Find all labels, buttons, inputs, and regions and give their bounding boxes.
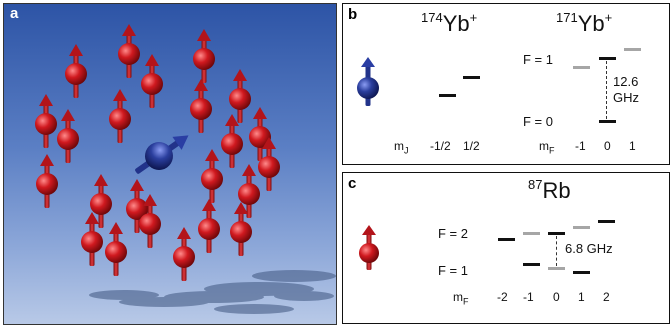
- blue-ion: [135, 135, 189, 174]
- axis-mf-tick-1: -1: [575, 139, 586, 153]
- splitting-value: 12.6: [613, 74, 639, 89]
- spin-ensemble-illustration: [35, 24, 336, 314]
- axis-mf-tick-2: -1: [523, 290, 534, 304]
- level-rb-f2-mf-minus2: [498, 238, 515, 241]
- level-171yb-f0-mf-0: [599, 120, 616, 123]
- isotope-174yb-title: 174Yb+: [421, 10, 478, 36]
- panel-b-yb-levels: b 174Yb+ 171Yb+ F = 1 F = 0 12.6 GHz mJ …: [342, 3, 670, 165]
- isotope-87rb-title: 87Rb: [528, 177, 571, 203]
- hyperfine-splitting-line: [606, 61, 607, 119]
- axis-mf-tick-3: 0: [553, 290, 560, 304]
- level-rb-f1-mf-minus1: [523, 263, 540, 266]
- axis-mf-tick-2: 0: [604, 139, 611, 153]
- panel-c-rb-levels: c 87Rb F = 2 F = 1 6.8 GHz mF -2 -1 0 1 …: [342, 172, 670, 324]
- level-rb-f2-mf-0: [548, 232, 565, 235]
- axis-mf-tick-4: 1: [578, 290, 585, 304]
- level-174yb-mj-minus-half: [439, 94, 456, 97]
- red-atom-spin-icon: [359, 225, 379, 270]
- level-171yb-f1-mf-plus1: [624, 48, 641, 51]
- level-174yb-mj-plus-half: [463, 76, 480, 79]
- panel-b-label: b: [348, 6, 358, 23]
- hyperfine-splitting-line: [556, 236, 557, 266]
- axis-mf-tick-1: -2: [497, 290, 508, 304]
- axis-mj-tick-2: 1/2: [463, 139, 480, 153]
- level-171yb-f1-mf-0: [599, 57, 616, 60]
- axis-mj-label: mJ: [394, 139, 409, 156]
- isotope-171yb-title: 171Yb+: [556, 10, 613, 36]
- axis-mj-tick-1: -1/2: [430, 139, 451, 153]
- level-rb-f1-mf-0: [548, 267, 565, 270]
- level-label-f0: F = 0: [523, 114, 553, 129]
- splitting-label: 6.8 GHz: [565, 241, 613, 256]
- axis-mf-label: mF: [453, 290, 469, 307]
- axis-mf-tick-5: 2: [603, 290, 610, 304]
- level-label-f1: F = 1: [523, 52, 553, 67]
- axis-mf-label: mF: [539, 139, 555, 156]
- panel-c-label: c: [348, 175, 357, 192]
- panel-a-illustration: a: [3, 3, 337, 325]
- blue-ion-spin-icon: [357, 57, 379, 106]
- atom-shadows: [89, 270, 336, 314]
- level-171yb-f1-mf-minus1: [573, 66, 590, 69]
- axis-mf-tick-3: 1: [629, 139, 636, 153]
- panel-a-label: a: [10, 5, 19, 22]
- level-rb-f1-mf-plus1: [573, 271, 590, 274]
- splitting-unit: GHz: [613, 90, 639, 105]
- level-label-f2: F = 2: [438, 226, 468, 241]
- level-rb-f2-mf-minus1: [523, 232, 540, 235]
- level-label-f1: F = 1: [438, 263, 468, 278]
- level-rb-f2-mf-plus1: [573, 226, 590, 229]
- level-rb-f2-mf-plus2: [598, 220, 615, 223]
